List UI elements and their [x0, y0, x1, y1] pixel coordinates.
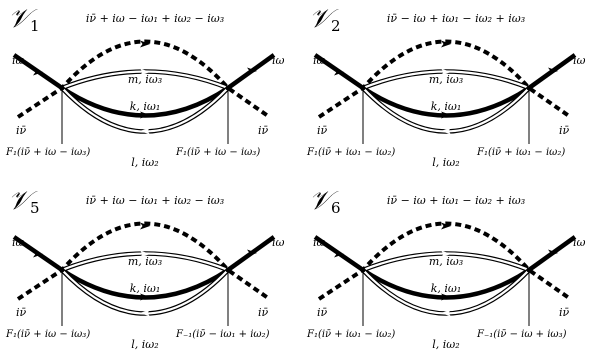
diagram-1-m-arrow	[140, 68, 150, 76]
diagram-2-l-arrow	[441, 127, 451, 135]
diagram-3-k-label: k, iω₁	[130, 282, 161, 295]
diagram-3-omega-right: iω	[272, 236, 285, 249]
diagram-4-left-vertex-label: F₁(iν̄ + iω₁ − iω₂)	[306, 329, 395, 340]
diagram-3-nu-left: iν̄	[16, 306, 27, 319]
diagram-1-omega-left: iω	[12, 54, 25, 67]
diagram-4-l-label: l, iω₂	[432, 338, 459, 351]
diagram-3-left-vertex	[59, 267, 65, 273]
diagram-4-title-subscript: 6	[331, 199, 341, 217]
diagram-3-left-leg-arrow	[33, 250, 43, 258]
diagram-1-top-arrow	[140, 40, 150, 48]
diagram-2-k-label: k, iω₁	[431, 100, 462, 113]
diagram-2-left-vertex	[360, 85, 366, 91]
diagram-4-nu-left: iν̄	[317, 306, 328, 319]
diagram-2-omega-left: iω	[313, 54, 326, 67]
diagram-4-k-arrow	[441, 293, 451, 301]
diagram-4-left-leg-arrow	[334, 250, 344, 258]
diagram-2-top-arrow	[441, 40, 451, 48]
diagram-4-top-arrow	[441, 222, 451, 230]
diagram-1-left-vertex	[59, 85, 65, 91]
diagram-2-left-leg-arrow	[334, 68, 344, 76]
diagram-2-left-vertex-label: F₁(iν̄ + iω₁ − iω₂)	[306, 147, 395, 158]
diagram-3-m-arrow	[140, 250, 150, 258]
diagram-1-nu-right: iν̄	[258, 124, 269, 137]
diagram-3-m-label: m, iω₃	[128, 255, 162, 268]
diagram-1-l-label: l, iω₂	[131, 156, 158, 169]
diagram-1-omega-right: iω	[272, 54, 285, 67]
diagram-3-nu-right: iν̄	[258, 306, 269, 319]
diagram-3-right-vertex-label: F₋₁(iν̄ − iω₁ + iω₂)	[175, 329, 270, 340]
diagram-2-right-leg-arrow	[548, 67, 558, 75]
diagram-4-k-label: k, iω₁	[431, 282, 462, 295]
diagram-4-nu-right: iν̄	[559, 306, 570, 319]
diagram-4-omega-right: iω	[573, 236, 586, 249]
diagram-3-k-arrow	[140, 293, 150, 301]
diagram-3-l-arrow	[140, 309, 150, 317]
diagram-2-nu-right: iν̄	[559, 124, 570, 137]
diagram-3-l-label: l, iω₂	[131, 338, 158, 351]
diagram-1-top-label: iν̄ + iω − iω₁ + iω₂ − iω₃	[86, 12, 224, 25]
diagram-4-right-vertex-label: F₋₁(iν̄ − iω + iω₃)	[476, 329, 567, 340]
diagram-1-title-subscript: 1	[30, 17, 40, 35]
diagram-1-m-label: m, iω₃	[128, 73, 162, 86]
diagram-2-omega-right: iω	[573, 54, 586, 67]
diagram-2-m-label: m, iω₃	[429, 73, 463, 86]
diagram-2-m-arrow	[441, 68, 451, 76]
diagram-4-l-arrow	[441, 309, 451, 317]
diagram-1-right-leg-arrow	[247, 67, 257, 75]
diagram-2-nu-left: iν̄	[317, 124, 328, 137]
diagram-1-l-arrow	[140, 127, 150, 135]
diagram-1-right-vertex	[225, 85, 231, 91]
diagram-2-title-subscript: 2	[331, 17, 341, 35]
diagram-4-top-label: iν̄ − iω + iω₁ − iω₂ + iω₃	[387, 194, 525, 207]
diagram-1-left-leg-arrow	[33, 68, 43, 76]
diagram-2-k-arrow	[441, 111, 451, 119]
diagram-3-top-label: iν̄ + iω − iω₁ + iω₂ − iω₃	[86, 194, 224, 207]
diagram-1-left-vertex-label: F₁(iν̄ + iω − iω₃)	[5, 147, 90, 158]
diagram-3-omega-left: iω	[12, 236, 25, 249]
diagram-4-dashed-line	[317, 221, 571, 301]
diagram-1-k-label: k, iω₁	[130, 100, 161, 113]
diagram-1-nu-left: iν̄	[16, 124, 27, 137]
diagram-3-dashed-line	[16, 221, 270, 301]
diagram-4-right-vertex	[526, 267, 532, 273]
diagram-2-dashed-line	[317, 39, 571, 119]
diagram-4-m-label: m, iω₃	[429, 255, 463, 268]
diagram-2-right-vertex-label: F₁(iν̄ + iω₁ − iω₂)	[476, 147, 565, 158]
diagram-1-dashed-line	[16, 39, 270, 119]
diagram-4-omega-left: iω	[313, 236, 326, 249]
diagram-4-m-arrow	[441, 250, 451, 258]
diagram-3-right-vertex	[225, 267, 231, 273]
diagram-3-title-subscript: 5	[30, 199, 40, 217]
diagram-1-k-arrow	[140, 111, 150, 119]
diagram-2-right-vertex	[526, 85, 532, 91]
diagram-3-top-arrow	[140, 222, 150, 230]
diagram-3-right-leg-arrow	[247, 249, 257, 257]
diagram-2-top-label: iν̄ − iω + iω₁ − iω₂ + iω₃	[387, 12, 525, 25]
diagram-2-l-label: l, iω₂	[432, 156, 459, 169]
diagram-4-right-leg-arrow	[548, 249, 558, 257]
diagram-4-left-vertex	[360, 267, 366, 273]
diagram-3-left-vertex-label: F₁(iν̄ + iω − iω₃)	[5, 329, 90, 340]
diagram-1-right-vertex-label: F₁(iν̄ + iω − iω₃)	[175, 147, 260, 158]
